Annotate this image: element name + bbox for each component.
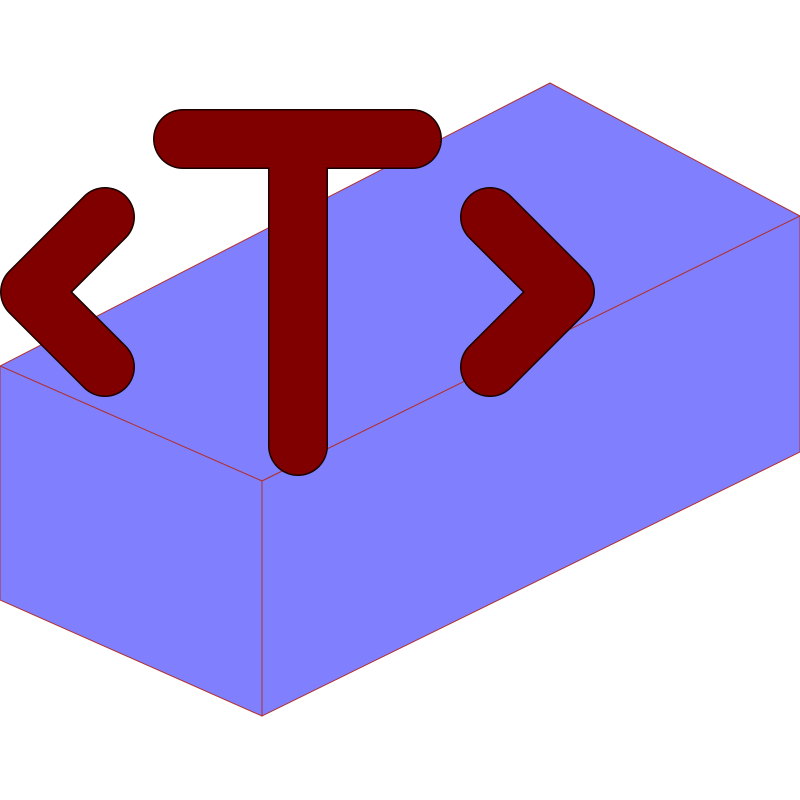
isometric-block bbox=[0, 82, 800, 717]
block-right-face bbox=[261, 215, 800, 717]
left-angle-bracket-glyph bbox=[1, 188, 134, 396]
template-glyph bbox=[0, 109, 595, 476]
right-angle-bracket-glyph bbox=[461, 188, 594, 396]
